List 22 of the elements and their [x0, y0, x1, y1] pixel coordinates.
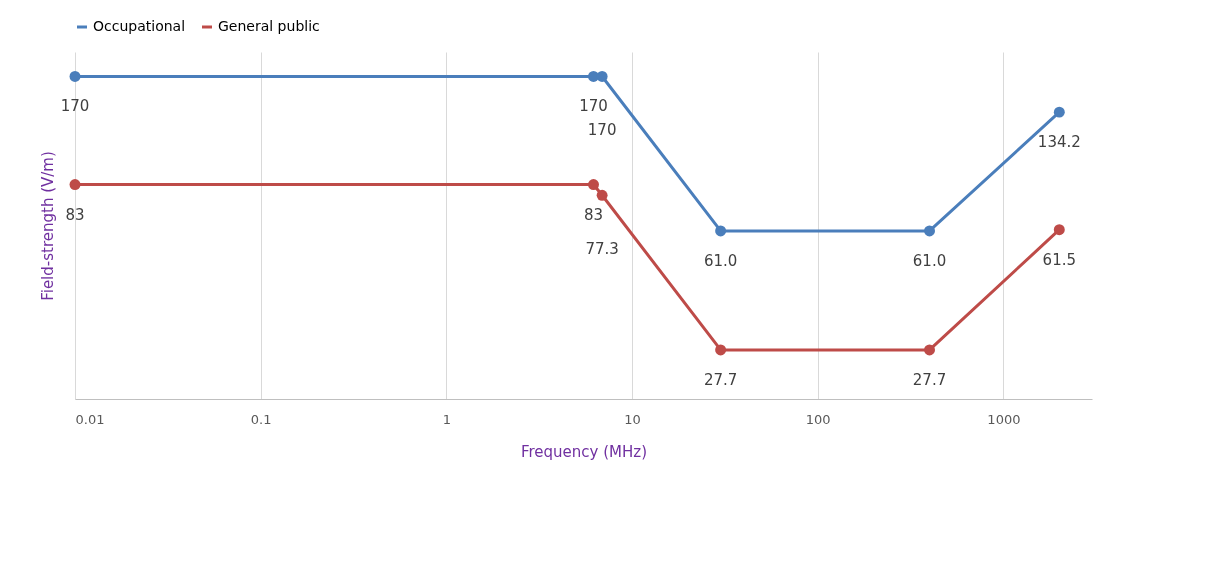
data-label: 61.0 — [703, 251, 738, 270]
x-axis-title: Frequency (MHz) — [520, 442, 648, 461]
x-tick-label: 1000 — [987, 411, 1021, 427]
data-label: 27.7 — [912, 370, 947, 389]
data-label: 170 — [579, 97, 608, 116]
x-tick-label: 0.01 — [75, 411, 105, 427]
data-label: 61.0 — [912, 251, 947, 270]
x-tick-label: 100 — [805, 411, 831, 427]
legend-label: Occupational — [93, 18, 186, 34]
data-label: 27.7 — [703, 370, 738, 389]
legend-label: General public — [218, 18, 320, 34]
x-tick-label: 0.1 — [250, 411, 272, 427]
data-label: 83 — [65, 205, 85, 224]
y-axis-title: Field-strength (V/m) — [38, 151, 57, 301]
data-label: 83 — [583, 205, 604, 224]
data-label: 170 — [587, 121, 617, 140]
data-label: 61.5 — [1042, 250, 1077, 269]
x-tick-label: 10 — [624, 411, 641, 427]
x-tick-label: 1 — [442, 411, 451, 427]
data-label: 77.3 — [585, 240, 619, 259]
data-label: 134.2 — [1037, 133, 1081, 152]
data-label: 170 — [60, 97, 90, 116]
